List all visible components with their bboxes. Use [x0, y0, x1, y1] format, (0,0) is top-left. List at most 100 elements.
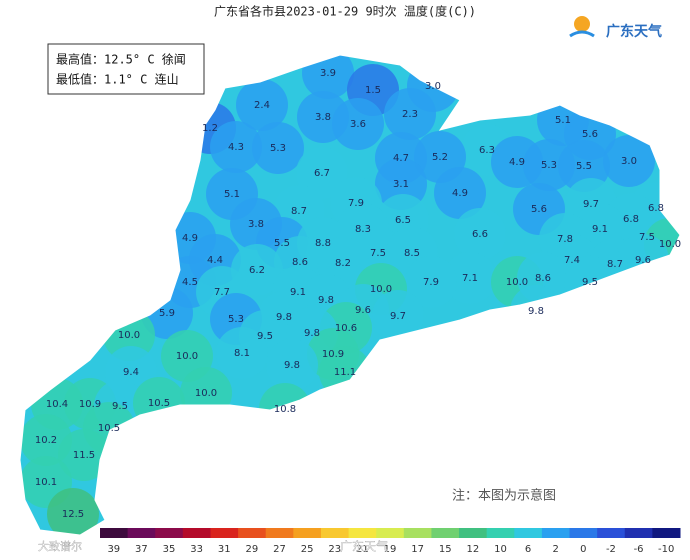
station-value: 7.4	[564, 255, 580, 266]
station-value: 8.2	[335, 258, 351, 269]
legend-swatch	[293, 528, 322, 538]
station-value: 6.6	[472, 229, 488, 240]
station-value: 5.1	[555, 115, 571, 126]
info-box	[47, 43, 205, 95]
legend-swatch	[431, 528, 460, 538]
station-value: 3.0	[425, 81, 441, 92]
station-value: 10.0	[118, 330, 140, 341]
legend-swatch	[210, 528, 239, 538]
station-value: 5.5	[274, 238, 290, 249]
title: 广东省各市县2023-01-29 9时次 温度(度(C))	[214, 4, 476, 19]
region	[210, 121, 262, 173]
legend-label: 27	[273, 544, 286, 555]
legend-label: 23	[328, 544, 341, 555]
station-value: 8.3	[355, 224, 371, 235]
legend-label: 37	[135, 544, 148, 555]
station-value: 10.6	[335, 323, 357, 334]
station-value: 5.3	[228, 314, 244, 325]
station-value: 7.5	[370, 248, 386, 259]
station-value: 10.8	[274, 404, 296, 415]
station-value: 5.9	[159, 308, 175, 319]
station-value: 7.7	[214, 287, 230, 298]
legend-swatch	[514, 528, 543, 538]
station-value: 5.6	[582, 129, 598, 140]
legend-swatch	[403, 528, 432, 538]
station-value: 3.8	[315, 112, 331, 123]
watermark: 大致谱尔	[38, 539, 82, 553]
region	[434, 167, 486, 219]
station-value: 9.8	[528, 306, 544, 317]
station-value: 2.4	[254, 100, 270, 111]
legend-label: 12	[466, 544, 479, 555]
legend-label: 10	[494, 544, 507, 555]
region	[252, 122, 304, 174]
region	[266, 339, 318, 391]
station-value: 8.1	[234, 348, 250, 359]
legend-label: -10	[658, 544, 674, 555]
station-value: 6.2	[249, 265, 265, 276]
station-value: 4.9	[182, 233, 198, 244]
legend-label: 31	[218, 544, 231, 555]
station-value: 3.6	[350, 119, 366, 130]
station-value: 8.6	[535, 273, 551, 284]
station-value: 12.5	[62, 509, 84, 520]
station-value: 4.9	[509, 157, 525, 168]
legend-label: 35	[163, 544, 176, 555]
legend-swatch	[182, 528, 211, 538]
station-value: 3.8	[248, 219, 264, 230]
logo: 广东天气	[569, 16, 662, 40]
legend-swatch	[486, 528, 515, 538]
station-value: 9.8	[284, 360, 300, 371]
station-value: 10.0	[659, 239, 681, 250]
station-value: 9.4	[123, 367, 139, 378]
station-value: 3.1	[393, 179, 409, 190]
legend-swatch	[238, 528, 267, 538]
station-value: 5.3	[270, 143, 286, 154]
region	[236, 79, 288, 131]
legend-swatch	[376, 528, 405, 538]
station-value: 10.4	[46, 399, 68, 410]
station-value: 5.3	[541, 160, 557, 171]
station-value: 3.0	[621, 156, 637, 167]
region	[58, 429, 110, 481]
station-value: 7.9	[423, 277, 439, 288]
legend-swatch	[265, 528, 294, 538]
legend-label: 6	[525, 544, 531, 555]
station-value: 9.7	[583, 199, 599, 210]
legend-swatch	[348, 528, 377, 538]
legend-label: 19	[384, 544, 397, 555]
info-max: 最高值：12.5° C 徐闻	[56, 52, 186, 67]
station-value: 1.2	[202, 123, 218, 134]
station-value: 7.8	[557, 234, 573, 245]
station-value: 4.9	[452, 188, 468, 199]
station-value: 1.5	[365, 85, 381, 96]
legend-swatch	[459, 528, 488, 538]
station-value: 9.5	[582, 277, 598, 288]
region	[216, 327, 268, 379]
station-value: 9.6	[355, 305, 371, 316]
station-value: 10.9	[322, 349, 344, 360]
station-value: 5.2	[432, 152, 448, 163]
region	[405, 256, 457, 308]
station-value: 6.7	[314, 168, 330, 179]
station-value: 9.5	[112, 401, 128, 412]
station-value: 11.5	[73, 450, 95, 461]
legend-swatch	[127, 528, 156, 538]
station-value: 10.1	[35, 477, 57, 488]
station-value: 7.9	[348, 198, 364, 209]
legend-swatch	[155, 528, 184, 538]
legend-label: 39	[107, 544, 120, 555]
station-value: 11.1	[334, 367, 356, 378]
logo-text: 广东天气	[606, 23, 662, 40]
station-value: 7.1	[462, 273, 478, 284]
watermark: 广东天气	[340, 539, 388, 554]
station-value: 4.5	[182, 277, 198, 288]
station-value: 10.5	[98, 423, 120, 434]
station-value: 4.3	[228, 142, 244, 153]
station-value: 9.5	[257, 331, 273, 342]
station-value: 8.7	[607, 259, 623, 270]
legend-label: 0	[580, 544, 586, 555]
region	[296, 147, 348, 199]
